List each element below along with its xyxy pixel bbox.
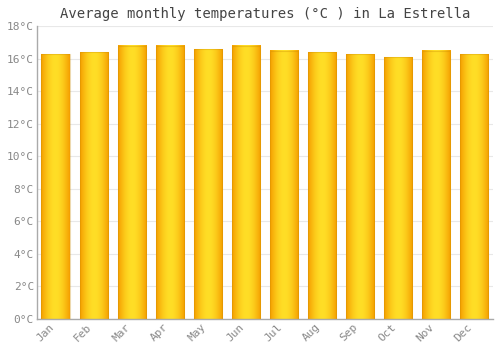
Bar [80,52,108,319]
Title: Average monthly temperatures (°C ) in La Estrella: Average monthly temperatures (°C ) in La… [60,7,470,21]
Bar [460,54,488,319]
Bar [346,54,374,319]
Bar [42,54,70,319]
Bar [422,51,450,319]
Bar [194,49,222,319]
Bar [118,46,146,319]
Bar [270,51,298,319]
Bar [308,52,336,319]
Bar [156,46,184,319]
Bar [384,57,412,319]
Bar [232,46,260,319]
